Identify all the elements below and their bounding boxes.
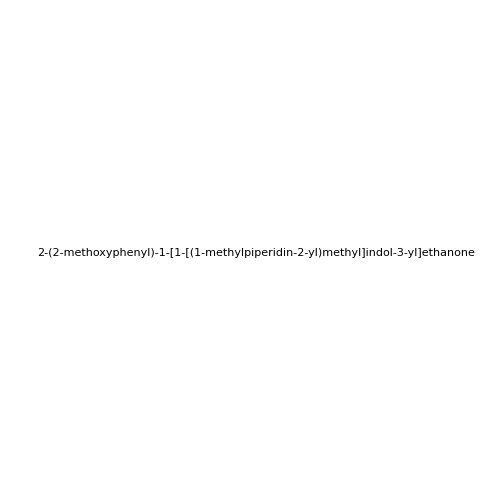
Text: 2-(2-methoxyphenyl)-1-[1-[(1-methylpiperidin-2-yl)methyl]indol-3-yl]ethanone: 2-(2-methoxyphenyl)-1-[1-[(1-methylpiper… — [38, 248, 475, 258]
